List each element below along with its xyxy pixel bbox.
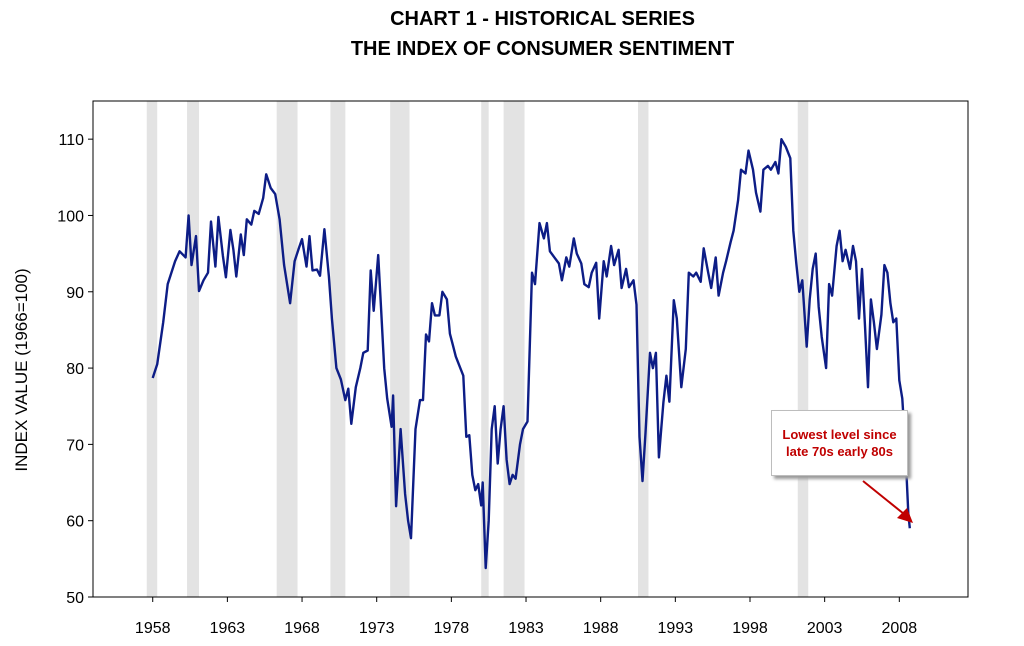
recession-band <box>481 101 489 597</box>
x-tick-label: 2003 <box>807 620 843 637</box>
recession-band <box>146 101 158 597</box>
recession-bands <box>146 101 809 597</box>
annotation-callout: Lowest level since late 70s early 80s <box>771 410 908 476</box>
recession-band <box>187 101 200 597</box>
x-tick-label: 1983 <box>508 620 544 637</box>
recession-band <box>503 101 525 597</box>
y-tick-label: 100 <box>57 208 84 225</box>
x-tick-label: 1968 <box>284 620 320 637</box>
x-tick-label: 1963 <box>210 620 246 637</box>
callout-arrow-head <box>897 508 913 523</box>
recession-band <box>330 101 346 597</box>
y-tick-label: 50 <box>66 590 84 607</box>
annotation-line-2: late 70s early 80s <box>786 444 893 459</box>
recession-band <box>797 101 809 597</box>
x-tick-label: 1978 <box>434 620 470 637</box>
x-tick-label: 2008 <box>882 620 918 637</box>
y-tick-label: 80 <box>66 361 84 378</box>
x-tick-label: 1993 <box>658 620 694 637</box>
x-tick-label: 1973 <box>359 620 395 637</box>
recession-band <box>638 101 649 597</box>
x-tick-label: 1958 <box>135 620 171 637</box>
recession-band <box>276 101 298 597</box>
plot-area <box>92 100 969 598</box>
y-axis-label: INDEX VALUE (1966=100) <box>12 268 31 471</box>
x-tick-label: 1988 <box>583 620 619 637</box>
y-tick-label: 110 <box>58 132 84 149</box>
callout-arrow-line <box>862 480 905 515</box>
y-tick-label: 90 <box>66 285 84 302</box>
chart-subtitle: THE INDEX OF CONSUMER SENTIMENT <box>350 38 735 60</box>
series-line <box>151 138 911 570</box>
chart-title: CHART 1 - HISTORICAL SERIES <box>390 8 695 30</box>
recession-band <box>390 101 410 597</box>
y-tick-label: 70 <box>66 437 84 454</box>
y-tick-label: 60 <box>66 514 84 531</box>
axes: 50 60 70 80 90 100 110 1958 1963 1968 1973 1978 1983… <box>57 132 917 637</box>
x-tick-label: 1998 <box>732 620 768 637</box>
annotation-line-1: Lowest level since <box>782 427 897 442</box>
